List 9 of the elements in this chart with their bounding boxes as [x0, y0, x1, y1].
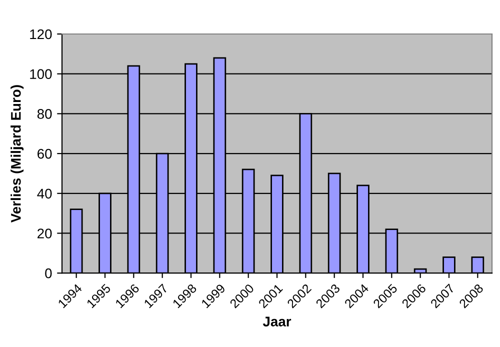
y-tick-label: 80: [37, 109, 52, 119]
y-tick-label: 60: [38, 148, 52, 159]
y-axis-title: Verlies (Miljard Euro): [10, 85, 24, 223]
y-tick-label: 20: [38, 228, 52, 238]
y-tick-label: 40: [37, 188, 52, 199]
y-tick-label: 120: [30, 29, 52, 40]
y-tick-label: 100: [30, 69, 52, 80]
x-axis-title: Jaar: [262, 316, 292, 326]
y-tick-label: 0: [45, 268, 52, 278]
